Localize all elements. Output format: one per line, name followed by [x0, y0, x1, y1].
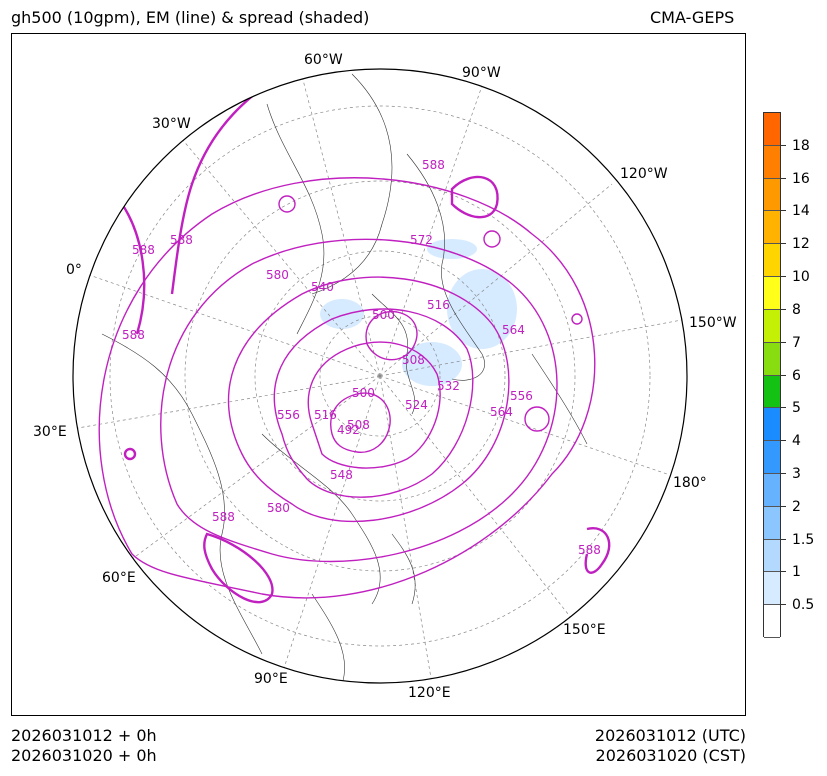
colorbar-label: 8 [792, 301, 801, 318]
colorbar-label: 6 [792, 367, 801, 384]
contour-label: 588 [578, 543, 601, 557]
valid-time-utc: 2026031012 (UTC) [594, 726, 746, 745]
contour-label: 508 [347, 418, 370, 432]
map-panel[interactable]: 588 588 588 588 588 588 580 572 540 516 … [11, 33, 746, 716]
contour-label: 556 [277, 408, 300, 422]
colorbar-label: 0.5 [792, 597, 815, 614]
model-name: CMA-GEPS [650, 8, 735, 27]
colorbar-tick [781, 472, 786, 474]
contour-label: 508 [402, 353, 425, 367]
colorbar-segment [764, 539, 780, 573]
contour-label: 588 [422, 158, 445, 172]
lon-label: 60°W [304, 52, 343, 68]
colorbar-segment [764, 605, 780, 638]
colorbar-segment [764, 342, 780, 376]
colorbar-segment [764, 309, 780, 343]
contour-label: 556 [510, 389, 533, 403]
contour-label: 564 [502, 323, 525, 337]
lon-label: 180° [673, 475, 707, 491]
contour-label: 588 [212, 510, 235, 524]
contour-label: 548 [330, 468, 353, 482]
contour-label: 492 [337, 423, 360, 437]
colorbar-segment [764, 473, 780, 507]
lon-label: 90°E [254, 671, 288, 687]
colorbar-segment [764, 113, 780, 146]
colorbar-segment [764, 277, 780, 310]
spread-shading [320, 239, 517, 386]
init-time-cst: 2026031020 + 0h [11, 746, 157, 765]
colorbar-label: 18 [792, 137, 810, 154]
colorbar-tick [781, 341, 786, 343]
colorbar-label: 10 [792, 269, 810, 286]
contour-label: 500 [352, 386, 375, 400]
colorbar-segment [764, 408, 780, 442]
map-boundary [72, 68, 688, 684]
colorbar-tick [781, 144, 786, 146]
colorbar-segment [764, 211, 780, 245]
contour-label: 580 [266, 268, 289, 282]
colorbar-segment [764, 375, 780, 409]
colorbar-tick [781, 308, 786, 310]
colorbar-tick [781, 407, 786, 409]
colorbar-segment [764, 244, 780, 278]
contour-label: 540 [311, 280, 334, 294]
lon-label: 120°W [620, 166, 668, 182]
colorbar-label: 1 [792, 564, 801, 581]
colorbar-segment [764, 441, 780, 474]
polar-map: 588 588 588 588 588 588 580 572 540 516 … [33, 52, 737, 701]
contour-label: 500 [372, 308, 395, 322]
colorbar-label: 2 [792, 498, 801, 515]
colorbar-label: 14 [792, 203, 810, 220]
colorbar-label: 16 [792, 170, 810, 187]
colorbar-tick [781, 440, 786, 442]
contour-label: 580 [267, 501, 290, 515]
contour-label: 524 [405, 398, 428, 412]
colorbar-label: 7 [792, 334, 801, 351]
contour-label: 564 [490, 405, 513, 419]
valid-time-cst: 2026031020 (CST) [595, 746, 746, 765]
colorbar-segment [764, 145, 780, 179]
colorbar-tick [781, 374, 786, 376]
colorbar-tick [781, 243, 786, 245]
contour-label: 572 [410, 233, 433, 247]
spread-colorbar [763, 112, 781, 638]
colorbar-tick [781, 276, 786, 278]
colorbar-tick [781, 538, 786, 540]
contour-label-group: 588 588 588 588 588 588 580 572 540 516 … [122, 158, 601, 557]
colorbar-label: 3 [792, 465, 801, 482]
contour-label: 588 [122, 328, 145, 342]
lon-label: 150°W [689, 315, 737, 331]
lon-label: 90°W [462, 65, 501, 81]
lon-label: 30°W [152, 116, 191, 132]
colorbar-segment [764, 178, 780, 212]
colorbar-label: 4 [792, 433, 801, 450]
colorbar-label: 12 [792, 236, 810, 253]
colorbar-label: 5 [792, 400, 801, 417]
colorbar-tick [781, 177, 786, 179]
contour-label: 532 [437, 379, 460, 393]
colorbar-tick [781, 571, 786, 573]
colorbar-tick [781, 505, 786, 507]
map-title: gh500 (10gpm), EM (line) & spread (shade… [11, 8, 370, 27]
contour-label: 588 [132, 243, 155, 257]
init-time-utc: 2026031012 + 0h [11, 726, 157, 745]
colorbar-tick [781, 210, 786, 212]
contour-label: 516 [314, 408, 337, 422]
lon-label: 30°E [33, 424, 67, 440]
lon-label: 150°E [563, 622, 606, 638]
colorbar-tick [781, 604, 786, 606]
lon-label: 60°E [102, 570, 136, 586]
colorbar-segment [764, 572, 780, 606]
contour-label: 588 [170, 233, 193, 247]
lon-label: 0° [66, 262, 82, 278]
colorbar-label: 1.5 [792, 531, 815, 548]
contour-label: 516 [427, 298, 450, 312]
graticule [73, 75, 687, 683]
map-content: 588 588 588 588 588 588 580 572 540 516 … [73, 73, 687, 683]
colorbar-segment [764, 506, 780, 540]
lon-label: 120°E [408, 685, 451, 701]
contours [98, 73, 611, 604]
